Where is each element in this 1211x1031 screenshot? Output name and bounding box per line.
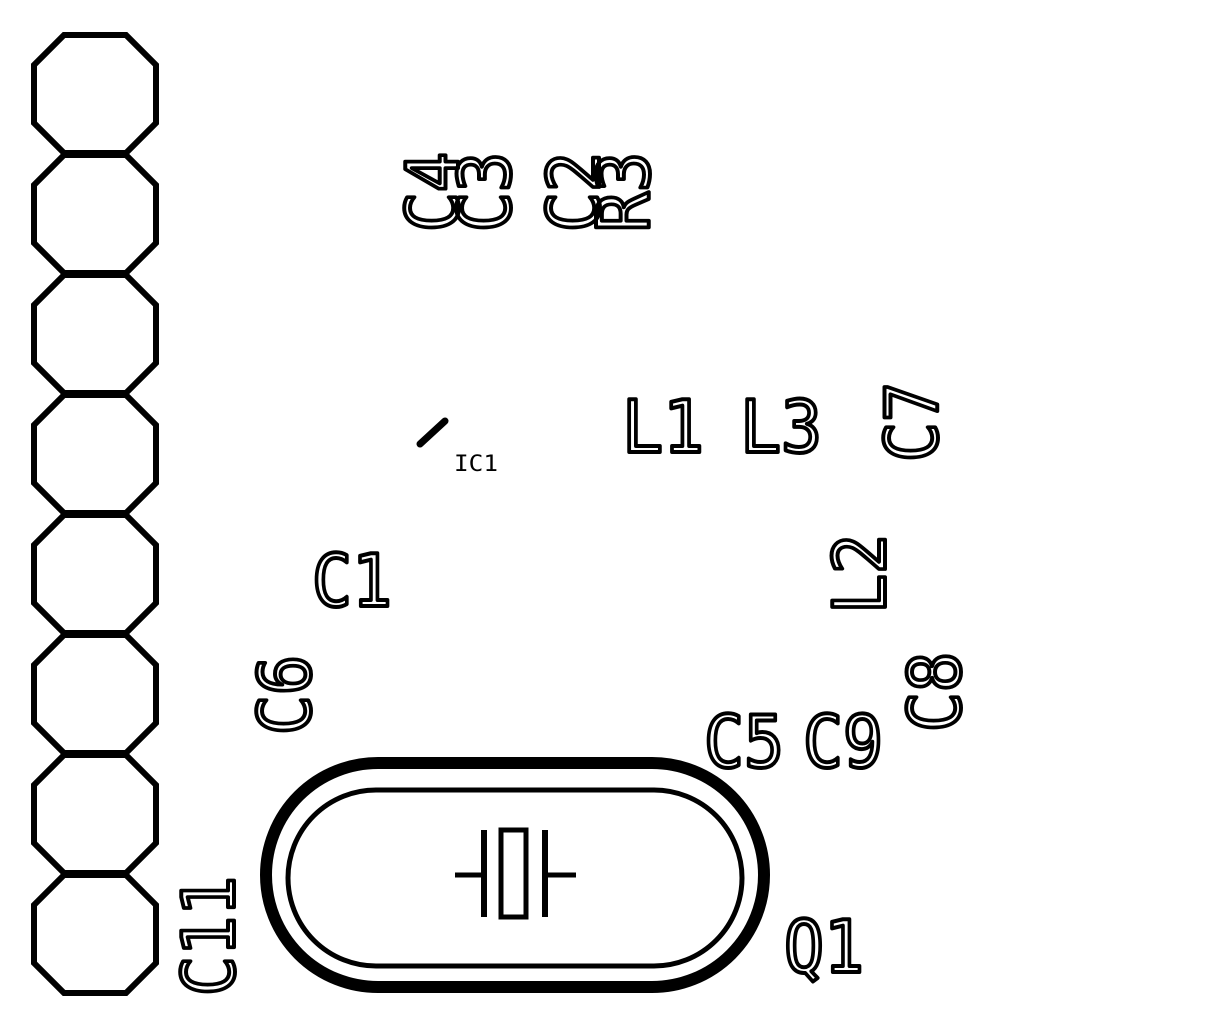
label-c3: C3 xyxy=(443,152,527,232)
pin-header xyxy=(31,32,159,996)
crystal-q1 xyxy=(260,757,770,993)
label-c1: C1 xyxy=(312,539,392,623)
crystal-body xyxy=(498,827,529,920)
label-c2: C2 xyxy=(532,152,616,232)
label-c4: C4 xyxy=(391,152,475,232)
label-r3: R3 xyxy=(582,152,666,232)
crystal-outer-outline xyxy=(260,757,770,993)
header-pad xyxy=(31,32,159,156)
label-ic1: IC1 xyxy=(454,452,498,477)
label-q1: Q1 xyxy=(784,905,864,989)
header-pad xyxy=(31,272,159,396)
header-pad xyxy=(31,632,159,756)
label-l2: L2 xyxy=(818,534,902,614)
header-pad xyxy=(31,872,159,996)
header-pad xyxy=(31,752,159,876)
crystal-inner-outline xyxy=(285,787,745,969)
header-pad xyxy=(31,152,159,276)
label-c5: C5 xyxy=(704,700,784,784)
header-pad xyxy=(31,512,159,636)
ic1-pin1-marker xyxy=(416,417,449,448)
label-l1: L1 xyxy=(622,385,704,469)
label-c6: C6 xyxy=(243,655,327,735)
label-l3: L3 xyxy=(740,385,822,469)
label-c11: C11 xyxy=(167,876,251,996)
label-c8: C8 xyxy=(893,652,977,732)
label-c7: C7 xyxy=(870,382,954,462)
header-pad xyxy=(31,392,159,516)
label-c9: C9 xyxy=(803,700,883,784)
